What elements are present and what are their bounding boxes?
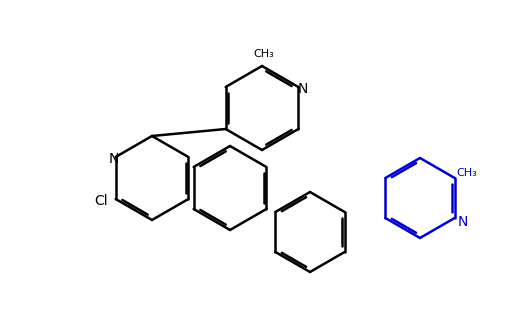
Text: CH₃: CH₃ (456, 168, 476, 178)
Text: N: N (108, 152, 119, 166)
Text: N: N (457, 215, 467, 229)
Text: Cl: Cl (94, 194, 107, 208)
Text: CH₃: CH₃ (253, 49, 274, 59)
Text: N: N (297, 82, 307, 96)
